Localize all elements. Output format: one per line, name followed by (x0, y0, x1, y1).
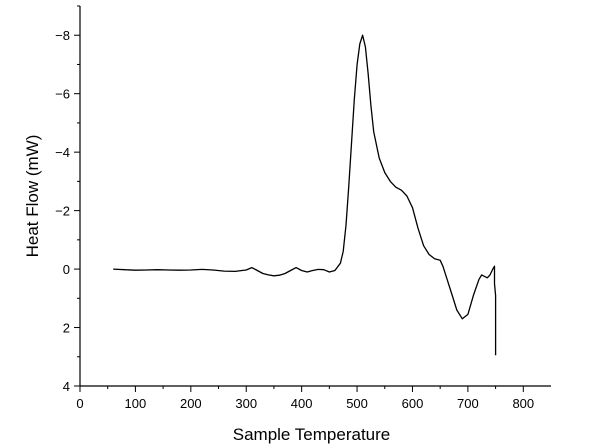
y-tick-label: −8 (55, 28, 70, 43)
y-tick-label: −2 (55, 204, 70, 219)
ticks: 0 100 200 300 400 500 600 700 800 4 2 0 −2 −4 −6 −8 (55, 5, 534, 411)
x-axis-title: Sample Temperature (233, 425, 391, 444)
axes (79, 6, 551, 387)
series-line-0 (113, 34, 497, 356)
y-tick-label: 2 (63, 321, 70, 336)
x-tick-label: 100 (125, 396, 147, 411)
x-tick-label: 700 (457, 396, 479, 411)
x-tick-label: 800 (512, 396, 534, 411)
x-tick-label: 0 (76, 396, 83, 411)
y-tick-label: 4 (63, 379, 70, 394)
x-tick-label: 400 (291, 396, 313, 411)
y-axis-title: Heat Flow (mW) (23, 135, 42, 258)
y-tick-label: −6 (55, 87, 70, 102)
series-layer (113, 34, 497, 356)
y-tick-label: 0 (63, 262, 70, 277)
x-tick-label: 300 (235, 396, 257, 411)
y-tick-label: −4 (55, 145, 70, 160)
x-tick-label: 500 (346, 396, 368, 411)
x-tick-label: 200 (180, 396, 202, 411)
x-tick-label: 600 (402, 396, 424, 411)
